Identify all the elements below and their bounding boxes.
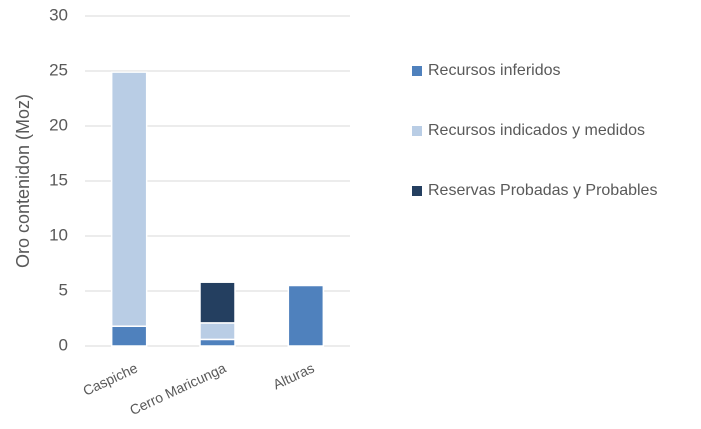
legend-label: Recursos indicados y medidos	[428, 122, 645, 139]
y-tick-label: 30	[49, 5, 68, 24]
legend-swatch	[412, 126, 422, 136]
y-tick-label: 15	[49, 170, 68, 189]
y-tick-label: 20	[49, 115, 68, 134]
bar-segment	[110, 71, 148, 327]
y-axis-label: Oro contenidon (Moz)	[13, 94, 33, 268]
bar-segment	[287, 284, 325, 347]
bar-segment	[199, 322, 236, 341]
bar-segment	[199, 281, 236, 324]
legend-label: Recursos inferidos	[428, 62, 561, 79]
y-tick-label: 25	[49, 60, 68, 79]
legend-swatch	[412, 186, 422, 196]
y-tick-label: 0	[59, 335, 68, 354]
legend-swatch	[412, 66, 422, 76]
x-tick-label: Caspiche	[80, 359, 140, 398]
legend-label: Reservas Probadas y Probables	[428, 182, 657, 199]
y-tick-label: 10	[49, 225, 68, 244]
bar-segment	[199, 338, 236, 347]
y-tick-label: 5	[59, 280, 68, 299]
bar-segment	[110, 325, 148, 347]
x-tick-label: Alturas	[270, 360, 316, 393]
x-tick-label: Cerro Maricunga	[127, 359, 228, 418]
